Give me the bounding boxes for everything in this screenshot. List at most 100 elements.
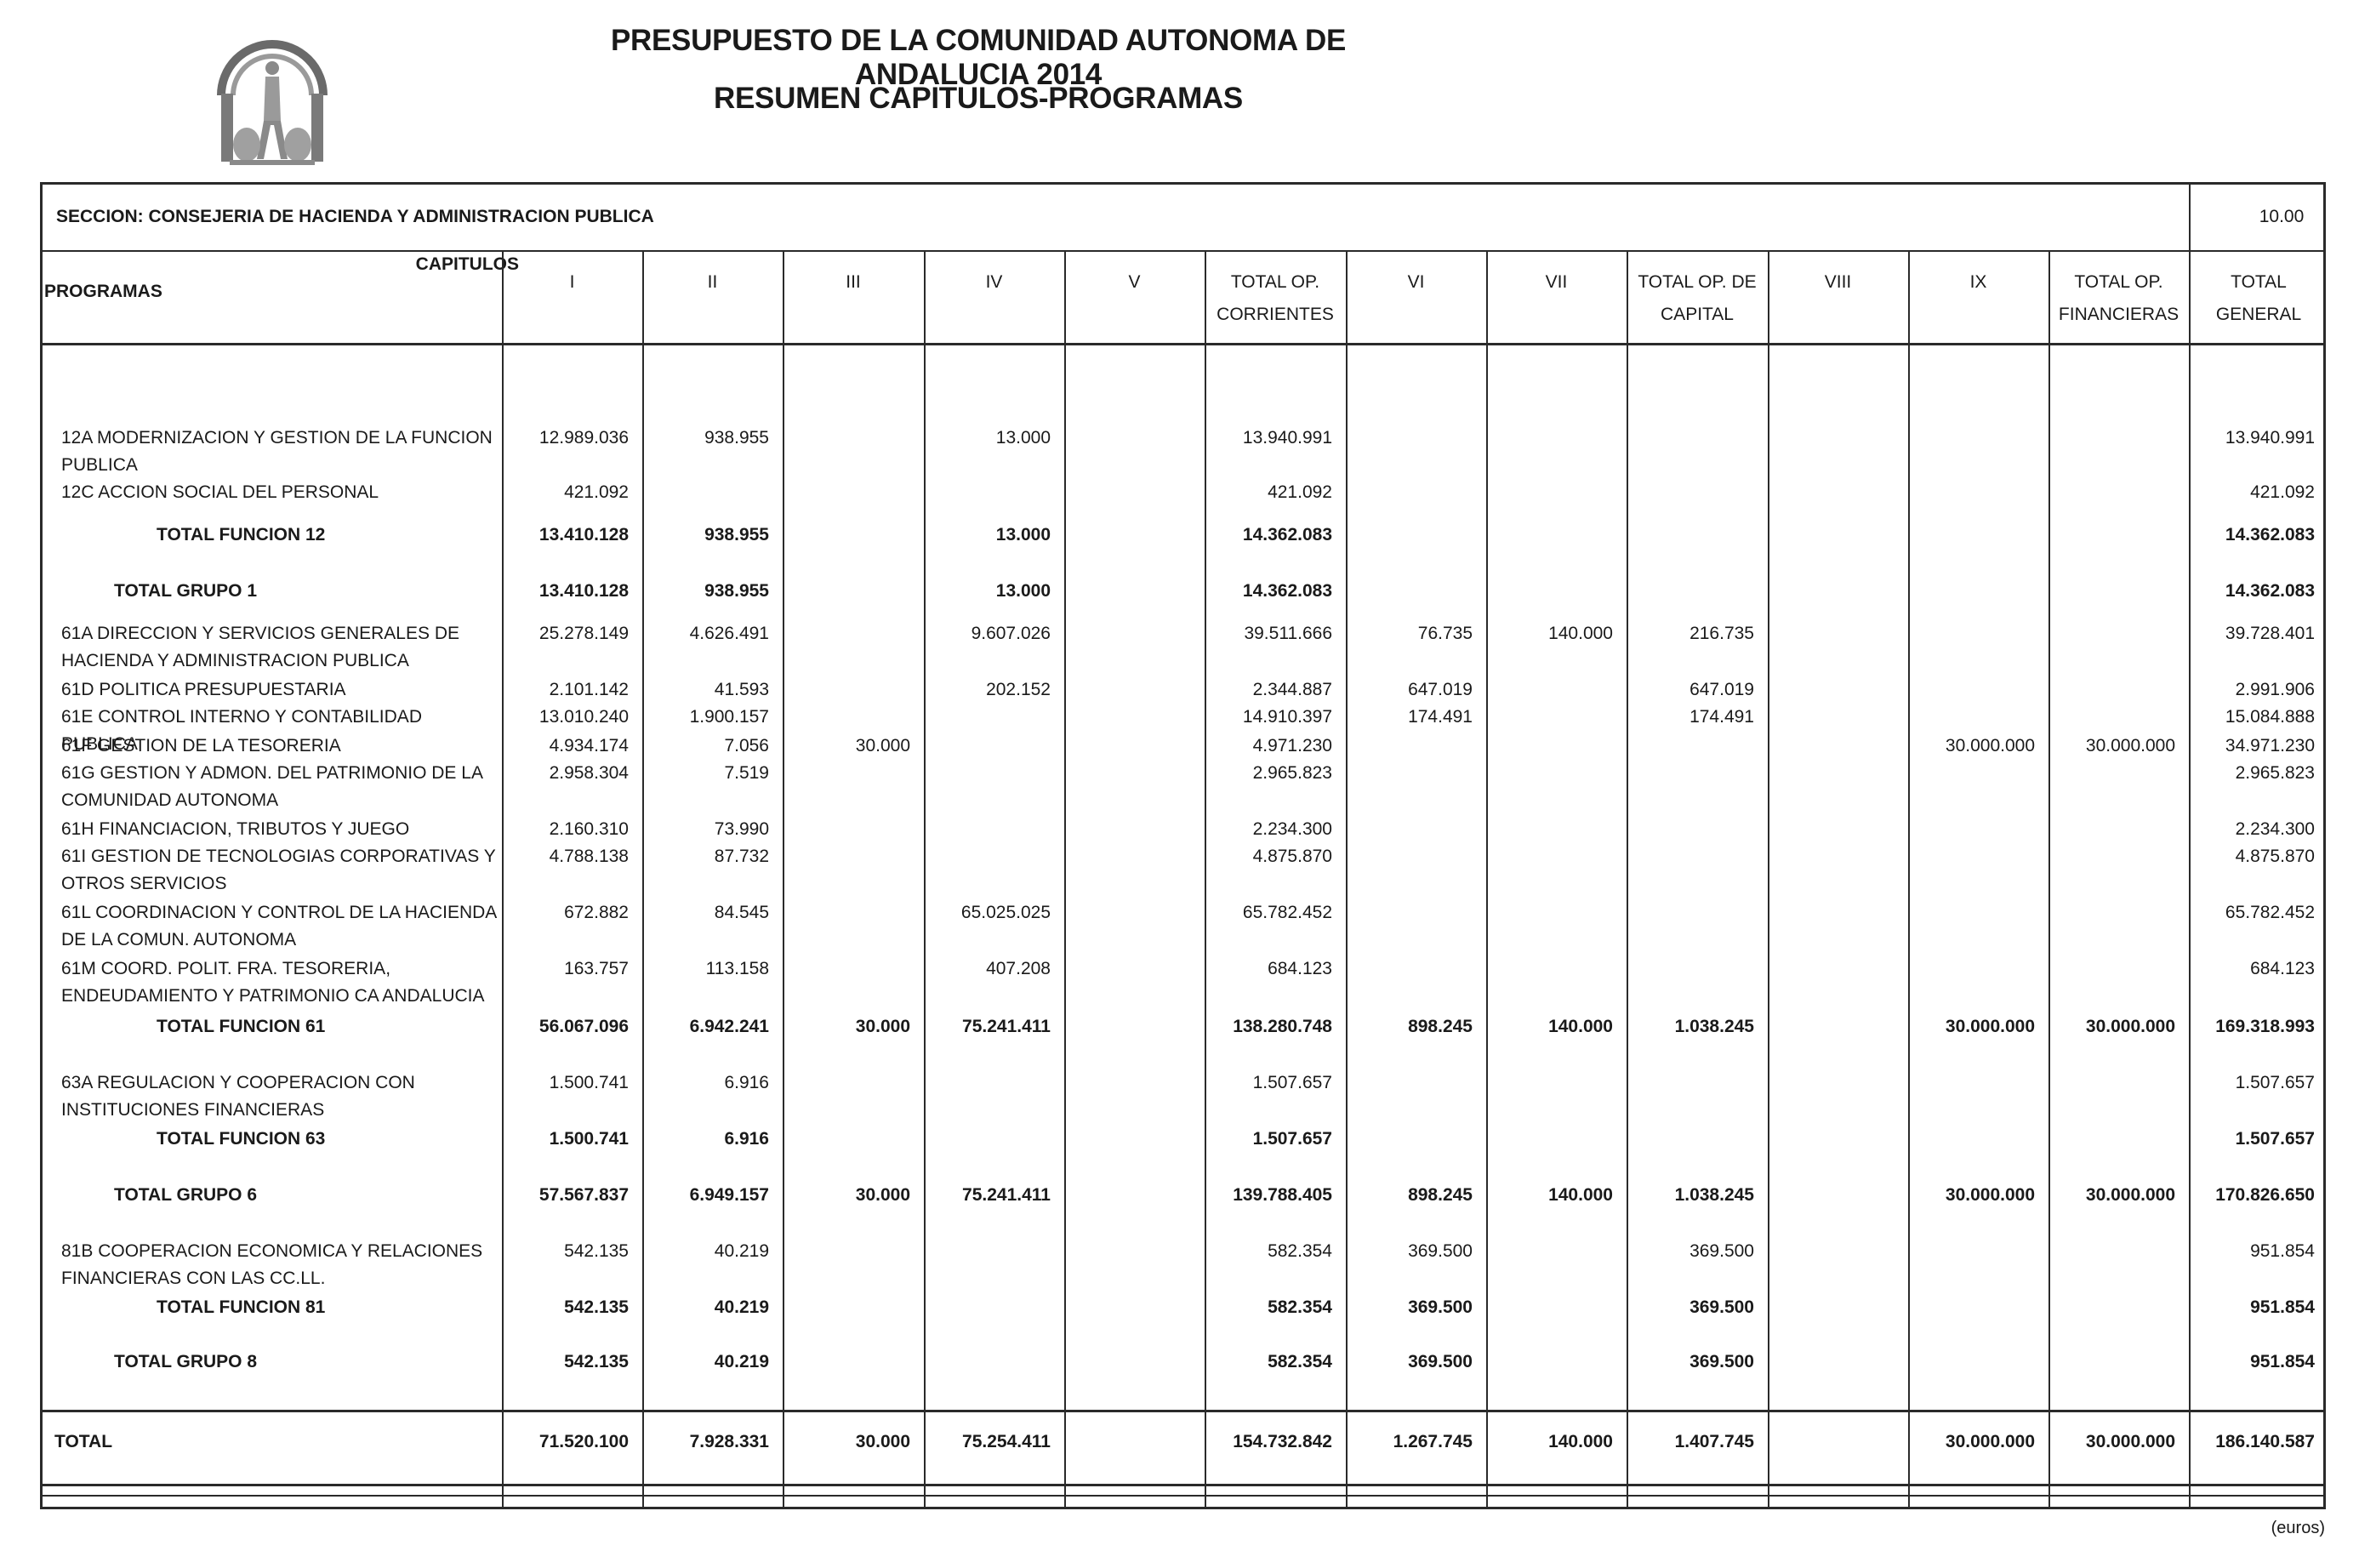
row-label: 12C ACCION SOCIAL DEL PERSONAL [61, 482, 379, 502]
row-value: 647.019 [1408, 680, 1473, 699]
row-label: TOTAL FUNCION 12 [157, 525, 326, 545]
row-value: 13.940.991 [2225, 428, 2315, 448]
row-value: 2.160.310 [549, 819, 629, 839]
row-value: 154.732.842 [1233, 1432, 1332, 1451]
row-value: 938.955 [704, 428, 769, 448]
table-rule [642, 252, 644, 1509]
row-value: 113.158 [705, 959, 769, 978]
row-label: TOTAL GRUPO 6 [114, 1185, 258, 1205]
row-value: 140.000 [1548, 1017, 1613, 1036]
row-value: 40.219 [714, 1352, 769, 1371]
column-header: III [846, 272, 861, 292]
column-header: VII [1545, 272, 1568, 292]
row-label: 81B COOPERACION ECONOMICA Y RELACIONES F… [61, 1241, 483, 1288]
row-value: 13.000 [995, 428, 1051, 448]
row-value: 582.354 [1268, 1297, 1332, 1317]
row-label: 12A MODERNIZACION Y GESTION DE LA FUNCIO… [61, 428, 493, 475]
row-value: 13.000 [995, 581, 1051, 601]
programas-header: PROGRAMAS [44, 282, 162, 301]
row-value: 582.354 [1268, 1241, 1332, 1261]
row-label: 61A DIRECCION Y SERVICIOS GENERALES DE H… [61, 624, 459, 670]
row-value: 174.491 [1408, 707, 1473, 727]
row-value: 938.955 [704, 581, 769, 601]
row-label: TOTAL FUNCION 63 [157, 1129, 326, 1149]
row-value: 6.916 [724, 1129, 769, 1149]
row-value: 30.000.000 [1945, 1017, 2035, 1036]
row-label: 61E CONTROL INTERNO Y CONTABILIDAD PUBLI… [61, 707, 422, 754]
row-value: 75.254.411 [962, 1432, 1051, 1451]
row-value: 15.084.888 [2225, 707, 2315, 727]
row-value: 938.955 [704, 525, 769, 545]
row-value: 1.507.657 [2235, 1073, 2315, 1092]
row-value: 30.000.000 [2085, 736, 2175, 755]
row-value: 672.882 [564, 903, 629, 922]
row-value: 2.344.887 [1252, 680, 1332, 699]
page-title: PRESUPUESTO DE LA COMUNIDAD AUTONOMA DE … [610, 24, 1346, 91]
row-value: 40.219 [714, 1297, 769, 1317]
row-value: 684.123 [1268, 959, 1332, 978]
seccion-code: 10.00 [2259, 207, 2305, 226]
row-value: 369.500 [1689, 1297, 1754, 1317]
row-value: 39.511.666 [1244, 624, 1332, 643]
column-header: VI [1407, 272, 1425, 292]
table-rule [2189, 185, 2191, 1509]
row-value: 170.826.650 [2215, 1185, 2315, 1205]
row-value: 39.728.401 [2225, 624, 2315, 643]
row-value: 30.000.000 [2085, 1432, 2175, 1451]
row-value: 951.854 [2250, 1241, 2315, 1261]
row-value: 898.245 [1408, 1185, 1473, 1205]
row-value: 951.854 [2250, 1297, 2315, 1317]
row-label: 61I GESTION DE TECNOLOGIAS CORPORATIVAS … [61, 847, 496, 893]
table-rule [783, 252, 784, 1509]
row-value: 30.000.000 [2085, 1185, 2175, 1205]
row-value: 34.971.230 [2225, 736, 2315, 755]
row-value: 369.500 [1408, 1241, 1473, 1261]
row-value: 421.092 [564, 482, 629, 502]
table-rule [43, 343, 2323, 345]
column-header: TOTAL OP. FINANCIERAS [2058, 272, 2180, 324]
column-header: IV [985, 272, 1003, 292]
table-rule [43, 1484, 2323, 1486]
row-value: 14.362.083 [1242, 525, 1332, 545]
row-value: 421.092 [1268, 482, 1332, 502]
row-value: 40.219 [714, 1241, 769, 1261]
table-rule [1486, 252, 1488, 1509]
row-value: 84.545 [714, 903, 769, 922]
capitulos-header: CAPITULOS [415, 254, 519, 274]
table-rule [924, 252, 926, 1509]
row-value: 30.000 [855, 736, 910, 755]
row-value: 684.123 [2250, 959, 2315, 978]
row-value: 13.410.128 [538, 525, 629, 545]
units-note: (euros) [2271, 1519, 2325, 1537]
row-value: 1.267.745 [1393, 1432, 1473, 1451]
row-value: 951.854 [2250, 1352, 2315, 1371]
row-value: 169.318.993 [2215, 1017, 2315, 1036]
column-header: II [707, 272, 718, 292]
row-value: 4.875.870 [1252, 847, 1332, 866]
row-value: 4.788.138 [549, 847, 629, 866]
row-value: 4.626.491 [689, 624, 769, 643]
table-rule [1064, 252, 1066, 1509]
row-value: 369.500 [1408, 1352, 1473, 1371]
row-value: 1.407.745 [1674, 1432, 1754, 1451]
page-subtitle: RESUMEN CAPITULOS-PROGRAMAS [714, 82, 1243, 115]
column-header: I [569, 272, 575, 292]
row-value: 30.000.000 [1945, 1185, 2035, 1205]
table-rule [2048, 252, 2050, 1509]
row-label: TOTAL FUNCION 61 [157, 1017, 326, 1036]
row-value: 30.000.000 [1945, 1432, 2035, 1451]
column-header: IX [1969, 272, 1987, 292]
table-rule [43, 250, 2323, 252]
row-value: 421.092 [2250, 482, 2315, 502]
row-value: 4.875.870 [2235, 847, 2315, 866]
row-value: 542.135 [564, 1297, 629, 1317]
column-header: V [1128, 272, 1141, 292]
table-rule [43, 1410, 2323, 1412]
row-value: 30.000 [855, 1432, 910, 1451]
row-label: 61G GESTION Y ADMON. DEL PATRIMONIO DE L… [61, 763, 482, 810]
row-label: TOTAL [54, 1432, 113, 1451]
row-value: 542.135 [564, 1241, 629, 1261]
row-value: 13.940.991 [1242, 428, 1332, 448]
row-value: 1.507.657 [2235, 1129, 2315, 1149]
row-value: 140.000 [1548, 1432, 1613, 1451]
